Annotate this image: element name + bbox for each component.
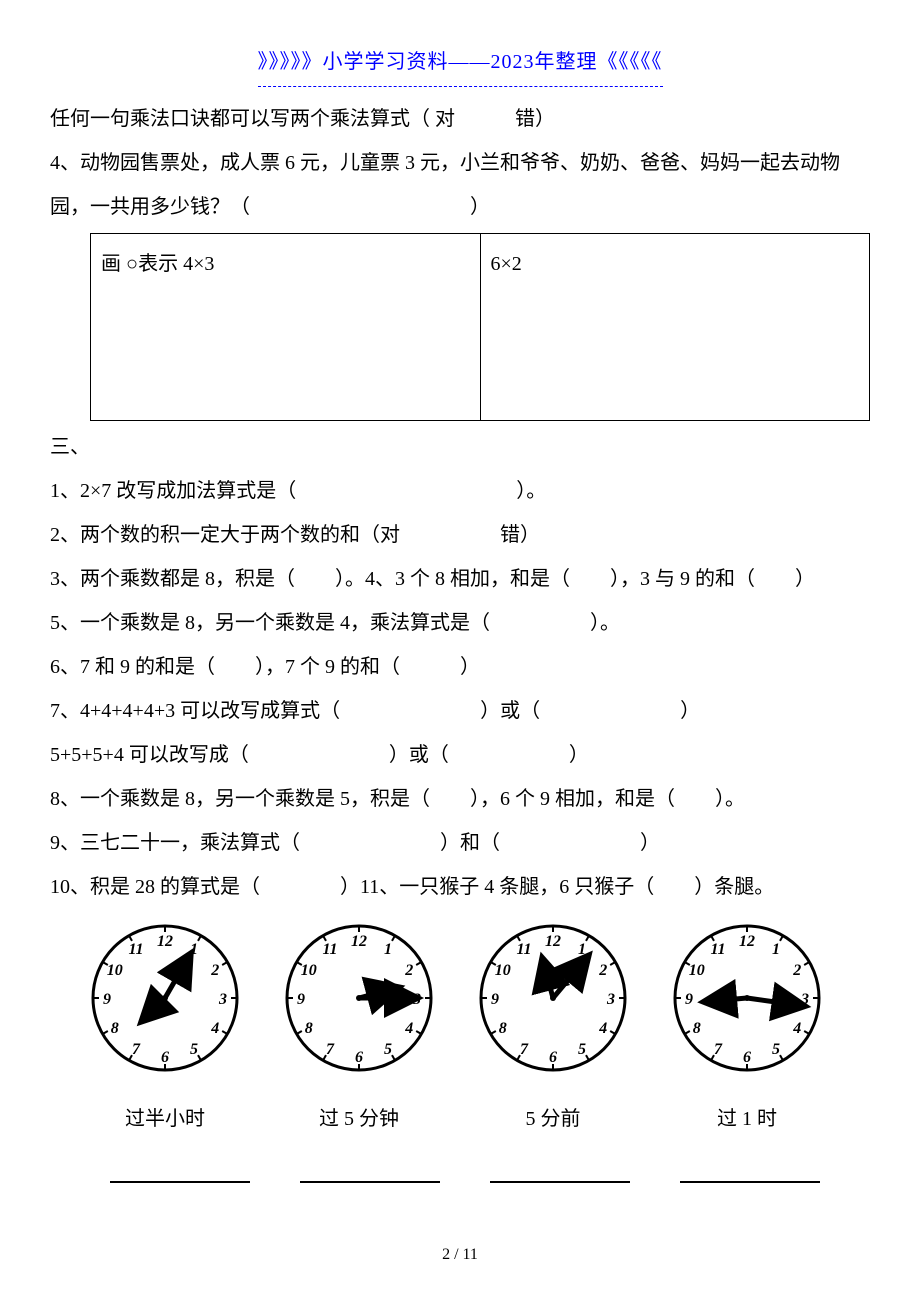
svg-text:3: 3 (218, 991, 227, 1008)
svg-text:5: 5 (384, 1041, 392, 1058)
svg-text:4: 4 (404, 1020, 413, 1037)
s3-q6: 6、7 和 9 的和是（ ），7 个 9 的和（ ） (50, 645, 870, 689)
svg-text:7: 7 (132, 1041, 141, 1058)
svg-text:6: 6 (161, 1049, 169, 1066)
s3-q1: 1、2×7 改写成加法算式是（ ）。 (50, 469, 870, 513)
s3-q7a: 7、4+4+4+4+3 可以改写成算式（ ）或（ ） (50, 689, 870, 733)
clock-caption-2: 过 5 分钟 (264, 1097, 454, 1141)
s3-q7b: 5+5+5+4 可以改写成（ ）或（ ） (50, 733, 870, 777)
s3-q9: 9、三七二十一，乘法算式（ ）和（ ） (50, 821, 870, 865)
svg-text:11: 11 (710, 941, 725, 958)
page: 》》》》》小学学习资料——2023年整理《《《《《 任何一句乘法口诀都可以写两个… (0, 0, 920, 1302)
svg-text:8: 8 (111, 1020, 119, 1037)
svg-text:2: 2 (598, 962, 607, 979)
svg-text:8: 8 (693, 1020, 701, 1037)
s3-q5: 5、一个乘数是 8，另一个乘数是 4，乘法算式是（ ）。 (50, 601, 870, 645)
clock-1: 123456789101112 过半小时 (70, 913, 260, 1141)
svg-text:11: 11 (128, 941, 143, 958)
clock-4: 123456789101112 过 1 时 (652, 913, 842, 1141)
svg-text:9: 9 (685, 991, 693, 1008)
svg-text:5: 5 (578, 1041, 586, 1058)
svg-text:6: 6 (743, 1049, 751, 1066)
clock-3: 123456789101112 5 分前 (458, 913, 648, 1141)
s3-q2: 2、两个数的积一定大于两个数的和（对 错） (50, 513, 870, 557)
svg-text:2: 2 (210, 962, 219, 979)
svg-text:7: 7 (520, 1041, 529, 1058)
answer-blanks (110, 1157, 870, 1183)
svg-text:3: 3 (800, 991, 809, 1008)
clock-caption-4: 过 1 时 (652, 1097, 842, 1141)
page-number: 2 / 11 (0, 1237, 920, 1272)
question-4: 4、动物园售票处，成人票 6 元，儿童票 3 元，小兰和爷爷、奶奶、爸爸、妈妈一… (50, 141, 870, 229)
svg-text:6: 6 (355, 1049, 363, 1066)
blank-2 (300, 1157, 440, 1183)
svg-text:1: 1 (190, 941, 198, 958)
blank-3 (490, 1157, 630, 1183)
table-cell-b: 6×2 (480, 234, 870, 421)
clocks-row: 123456789101112 过半小时 123456789101112 过 5… (70, 913, 870, 1141)
blank-4 (680, 1157, 820, 1183)
svg-text:6: 6 (549, 1049, 557, 1066)
svg-text:4: 4 (598, 1020, 607, 1037)
svg-text:12: 12 (157, 933, 173, 950)
svg-text:9: 9 (103, 991, 111, 1008)
svg-text:1: 1 (772, 941, 780, 958)
svg-text:9: 9 (297, 991, 305, 1008)
clock-caption-1: 过半小时 (70, 1097, 260, 1141)
svg-text:3: 3 (606, 991, 615, 1008)
svg-text:12: 12 (351, 933, 367, 950)
svg-text:1: 1 (578, 941, 586, 958)
s3-q10: 10、积是 28 的算式是（ ）11、一只猴子 4 条腿，6 只猴子（ ）条腿。 (50, 865, 870, 909)
s3-q8: 8、一个乘数是 8，另一个乘数是 5，积是（ ），6 个 9 相加，和是（ ）。 (50, 777, 870, 821)
question-tf: 任何一句乘法口诀都可以写两个乘法算式（ 对 错） (50, 97, 870, 141)
svg-text:4: 4 (210, 1020, 219, 1037)
svg-text:10: 10 (689, 962, 705, 979)
svg-text:10: 10 (495, 962, 511, 979)
svg-text:12: 12 (739, 933, 755, 950)
svg-text:7: 7 (326, 1041, 335, 1058)
page-header: 》》》》》小学学习资料——2023年整理《《《《《 (258, 40, 663, 87)
svg-text:11: 11 (322, 941, 337, 958)
drawing-table: 画 ○表示 4×3 6×2 (90, 233, 870, 421)
svg-text:5: 5 (772, 1041, 780, 1058)
table-cell-a: 画 ○表示 4×3 (91, 234, 481, 421)
svg-text:4: 4 (792, 1020, 801, 1037)
svg-text:1: 1 (384, 941, 392, 958)
header-wrap: 》》》》》小学学习资料——2023年整理《《《《《 (50, 40, 870, 93)
svg-text:10: 10 (301, 962, 317, 979)
svg-text:2: 2 (404, 962, 413, 979)
blank-1 (110, 1157, 250, 1183)
svg-text:7: 7 (714, 1041, 723, 1058)
svg-text:11: 11 (516, 941, 531, 958)
clock-2: 123456789101112 过 5 分钟 (264, 913, 454, 1141)
svg-text:10: 10 (107, 962, 123, 979)
s3-q3: 3、两个乘数都是 8，积是（ ）。4、3 个 8 相加，和是（ ），3 与 9 … (50, 557, 870, 601)
section-3-heading: 三、 (50, 425, 870, 469)
svg-text:12: 12 (545, 933, 561, 950)
svg-text:3: 3 (412, 991, 421, 1008)
svg-text:9: 9 (491, 991, 499, 1008)
svg-text:8: 8 (499, 1020, 507, 1037)
clock-caption-3: 5 分前 (458, 1097, 648, 1141)
svg-text:5: 5 (190, 1041, 198, 1058)
svg-text:2: 2 (792, 962, 801, 979)
svg-text:8: 8 (305, 1020, 313, 1037)
